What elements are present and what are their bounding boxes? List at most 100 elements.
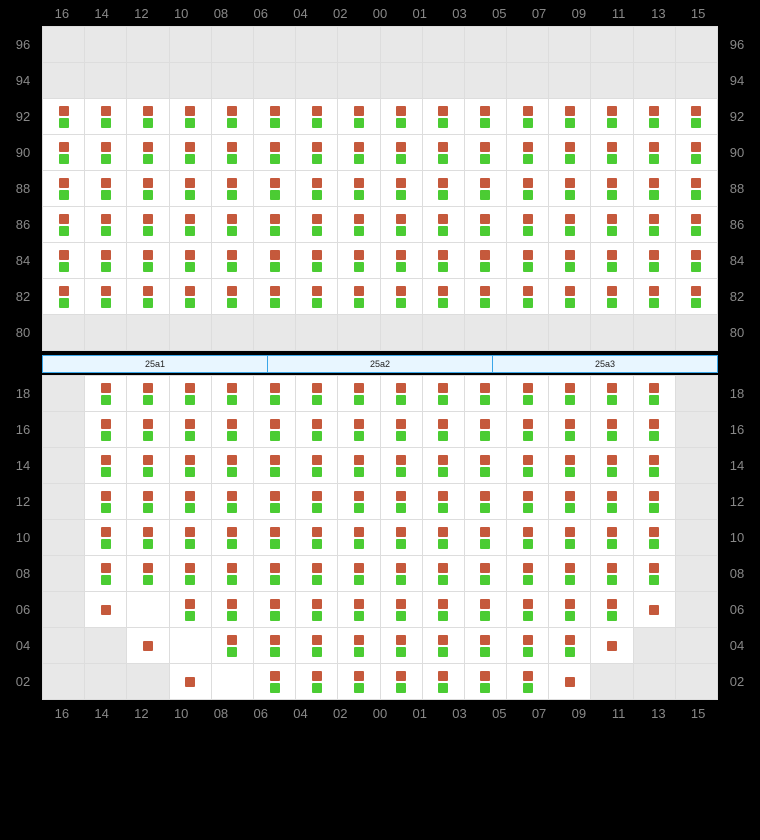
rack-cell — [85, 520, 126, 555]
status-bottom-icon — [523, 226, 533, 236]
status-bottom-icon — [565, 431, 575, 441]
status-top-icon — [270, 383, 280, 393]
rack-cell — [43, 484, 84, 519]
col-label: 05 — [479, 6, 519, 21]
status-bottom-icon — [438, 395, 448, 405]
status-bottom-icon — [227, 118, 237, 128]
status-bottom-icon — [396, 395, 406, 405]
rack-cell — [170, 664, 211, 699]
rack-cell — [212, 279, 253, 314]
status-bottom-icon — [396, 683, 406, 693]
status-top-icon — [143, 527, 153, 537]
status-top-icon — [438, 599, 448, 609]
status-top-icon — [649, 250, 659, 260]
rack-cell — [85, 135, 126, 170]
rack-cell — [338, 412, 379, 447]
legend-bar: 25a125a225a3 — [42, 355, 718, 373]
rack-cell — [591, 315, 632, 350]
rack-cell — [549, 556, 590, 591]
rack-cell — [423, 412, 464, 447]
rack-cell — [296, 63, 337, 98]
rack-cell — [507, 279, 548, 314]
status-top-icon — [523, 563, 533, 573]
bottom-grid — [42, 375, 718, 700]
status-bottom-icon — [270, 154, 280, 164]
status-bottom-icon — [270, 575, 280, 585]
status-bottom-icon — [438, 575, 448, 585]
status-bottom-icon — [523, 467, 533, 477]
rack-cell — [212, 135, 253, 170]
status-top-icon — [143, 491, 153, 501]
rack-cell — [381, 99, 422, 134]
status-bottom-icon — [438, 190, 448, 200]
status-bottom-icon — [227, 395, 237, 405]
status-top-icon — [227, 214, 237, 224]
col-label: 02 — [320, 706, 360, 721]
rack-cell — [549, 207, 590, 242]
rack-cell — [591, 207, 632, 242]
status-top-icon — [312, 250, 322, 260]
status-bottom-icon — [59, 226, 69, 236]
status-bottom-icon — [649, 575, 659, 585]
rack-cell — [549, 135, 590, 170]
rack-cell — [296, 171, 337, 206]
rack-cell — [423, 376, 464, 411]
rack-cell — [549, 628, 590, 663]
status-bottom-icon — [354, 503, 364, 513]
rack-cell — [423, 556, 464, 591]
rack-cell — [43, 135, 84, 170]
rack-cell — [381, 664, 422, 699]
rack-cell — [338, 556, 379, 591]
rack-cell — [634, 376, 675, 411]
rack-cell — [338, 376, 379, 411]
rack-cell — [170, 207, 211, 242]
col-label: 01 — [400, 706, 440, 721]
rack-cell — [634, 63, 675, 98]
status-bottom-icon — [565, 262, 575, 272]
row-label: 04 — [4, 627, 42, 663]
status-bottom-icon — [59, 298, 69, 308]
rack-cell — [170, 412, 211, 447]
rack-cell — [676, 592, 717, 627]
status-top-icon — [312, 383, 322, 393]
status-top-icon — [185, 527, 195, 537]
status-bottom-icon — [480, 539, 490, 549]
status-top-icon — [691, 250, 701, 260]
rack-cell — [296, 99, 337, 134]
row-label: 06 — [4, 591, 42, 627]
status-bottom-icon — [143, 431, 153, 441]
status-bottom-icon — [143, 226, 153, 236]
status-top-icon — [523, 455, 533, 465]
rack-cell — [212, 27, 253, 62]
rack-cell — [634, 243, 675, 278]
status-bottom-icon — [523, 647, 533, 657]
status-top-icon — [480, 214, 490, 224]
rack-cell — [170, 556, 211, 591]
rack-cell — [85, 628, 126, 663]
status-top-icon — [565, 455, 575, 465]
status-bottom-icon — [101, 118, 111, 128]
status-top-icon — [438, 383, 448, 393]
rack-cell — [254, 279, 295, 314]
status-bottom-icon — [607, 539, 617, 549]
status-bottom-icon — [312, 226, 322, 236]
status-top-icon — [691, 142, 701, 152]
status-bottom-icon — [312, 118, 322, 128]
status-bottom-icon — [438, 503, 448, 513]
col-label: 06 — [241, 706, 281, 721]
status-top-icon — [565, 214, 575, 224]
status-top-icon — [607, 250, 617, 260]
rack-cell — [254, 27, 295, 62]
rack-cell — [212, 448, 253, 483]
rack-cell — [591, 279, 632, 314]
status-bottom-icon — [312, 647, 322, 657]
rack-cell — [212, 171, 253, 206]
rack-cell — [43, 448, 84, 483]
status-bottom-icon — [227, 431, 237, 441]
status-bottom-icon — [691, 262, 701, 272]
status-top-icon — [396, 286, 406, 296]
status-top-icon — [59, 214, 69, 224]
status-top-icon — [649, 605, 659, 615]
status-top-icon — [396, 563, 406, 573]
status-bottom-icon — [270, 611, 280, 621]
